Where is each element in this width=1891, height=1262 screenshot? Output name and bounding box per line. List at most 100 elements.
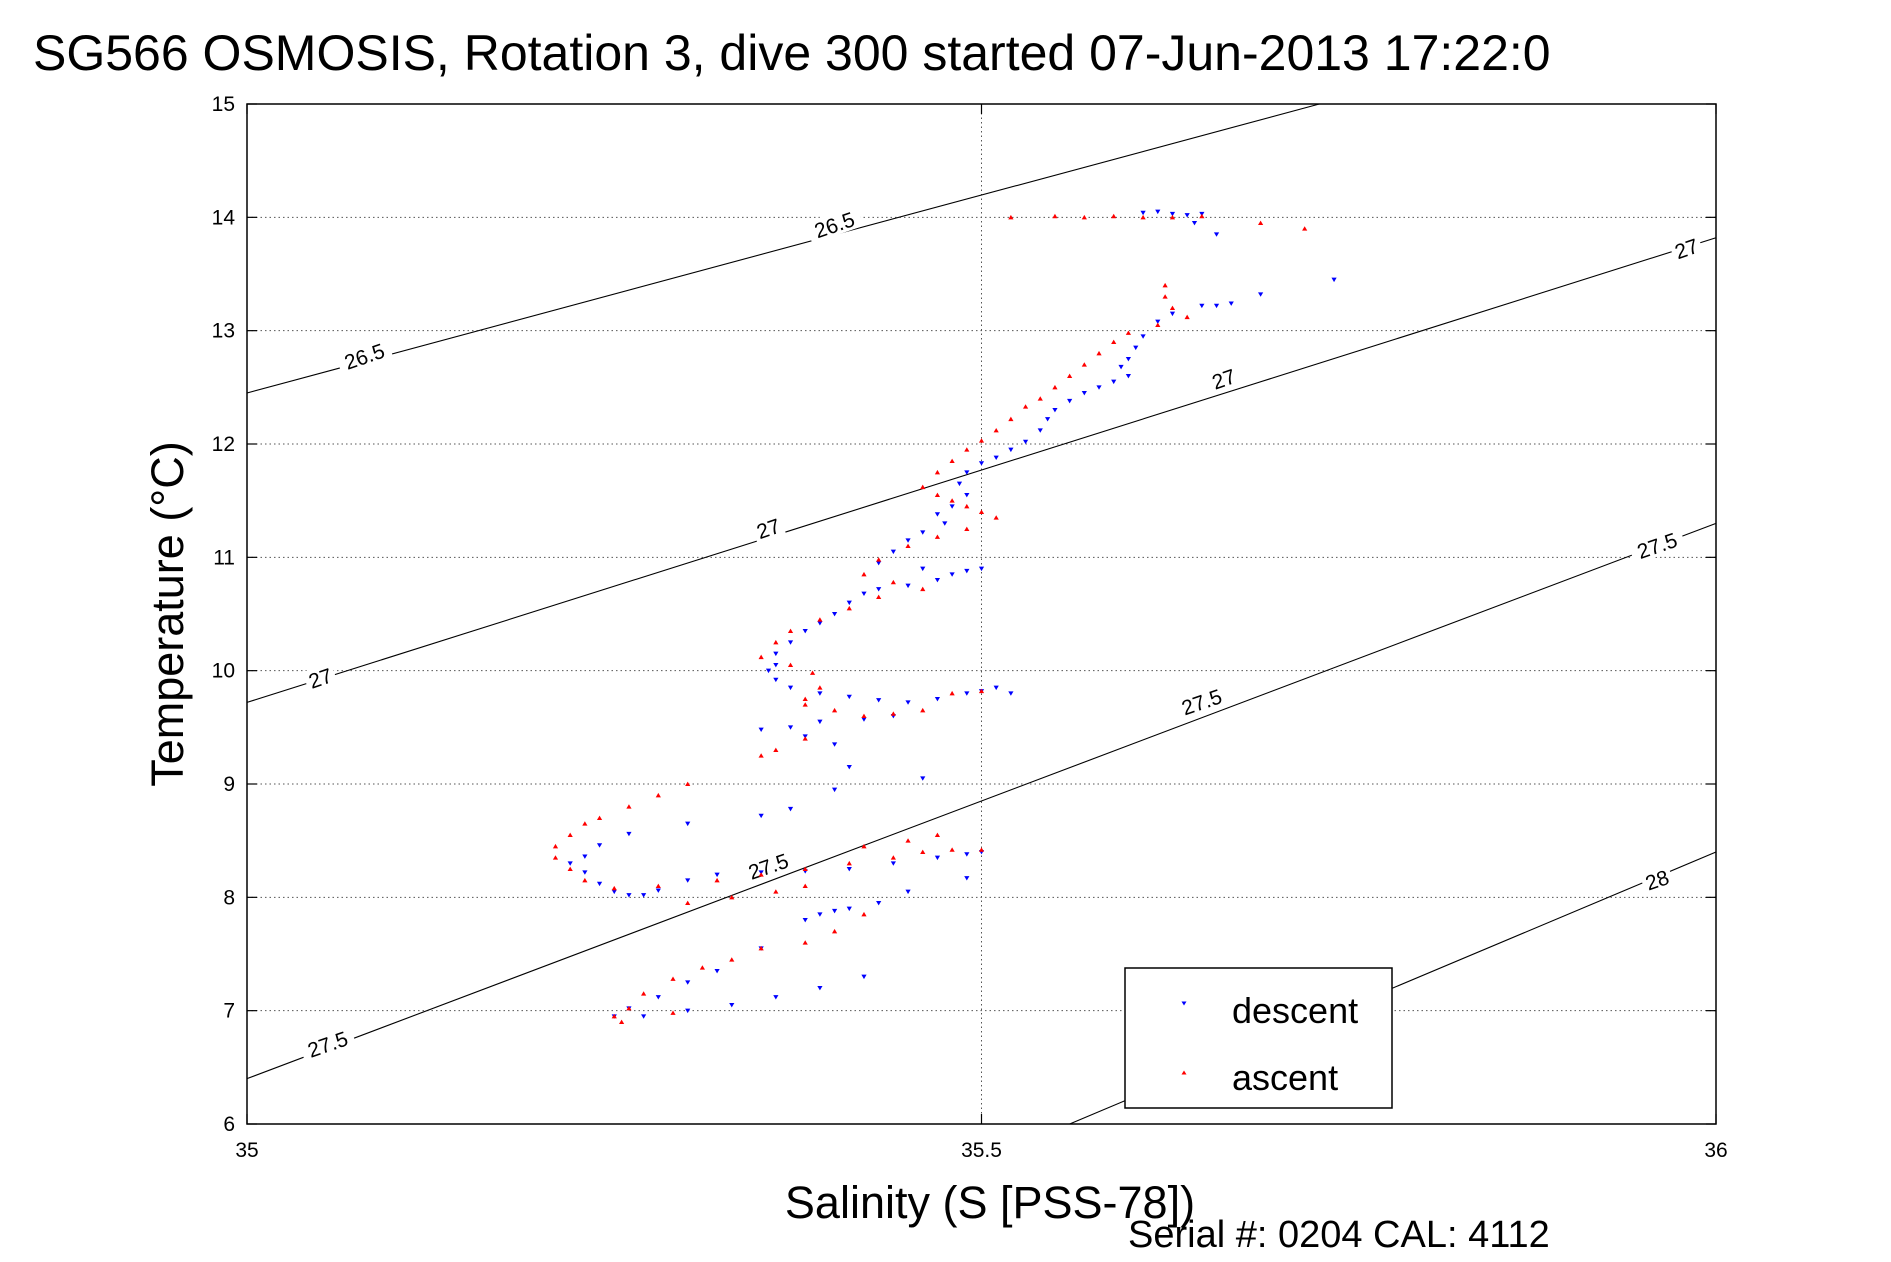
- x-tick-label: 36: [1704, 1139, 1727, 1162]
- descent-point: [596, 881, 603, 887]
- serial-cal-footer: Serial #: 0204 CAL: 4112: [1128, 1214, 1550, 1256]
- contour-label-text: 26.5: [342, 340, 388, 375]
- descent-point: [949, 572, 955, 577]
- descent-point: [1331, 277, 1337, 283]
- ascent-point: [1155, 322, 1161, 327]
- y-tick-label: 10: [212, 660, 235, 683]
- ascent-point: [978, 438, 985, 443]
- ascent-point: [626, 1006, 632, 1011]
- ascent-point: [611, 885, 617, 891]
- descent-point: [626, 831, 632, 837]
- ascent-point: [611, 1013, 617, 1019]
- descent-point: [905, 583, 911, 589]
- ascent-point: [685, 900, 691, 905]
- descent-point: [787, 640, 794, 645]
- descent-point: [934, 697, 941, 702]
- descent-point: [1045, 417, 1051, 422]
- y-tick-label: 14: [212, 206, 236, 229]
- contour-label-bg: [302, 662, 338, 693]
- descent-point: [949, 504, 955, 509]
- legend-descent-marker: [1181, 1001, 1187, 1006]
- ascent-point: [802, 736, 808, 741]
- contour-label: 26.5: [805, 205, 864, 244]
- descent-point: [817, 912, 823, 917]
- descent-point: [626, 893, 632, 898]
- descent-point: [1228, 301, 1234, 306]
- ascent-point: [758, 945, 764, 951]
- descent-point: [817, 719, 823, 725]
- descent-point: [1169, 211, 1176, 217]
- descent-point: [582, 854, 588, 859]
- y-tick-label: 9: [223, 773, 235, 796]
- ascent-point: [846, 605, 852, 611]
- descent-point: [685, 980, 691, 985]
- ascent-point: [934, 832, 941, 837]
- contour-label: 26.5: [335, 336, 394, 375]
- ascent-point: [949, 498, 955, 503]
- ascent-point: [596, 815, 603, 820]
- contour-label-bg: [750, 512, 786, 544]
- contour-label: 27: [1668, 232, 1705, 264]
- contour-label: 27: [302, 662, 338, 694]
- descent-point: [802, 918, 808, 923]
- descent-point: [934, 512, 941, 517]
- descent-point: [641, 893, 647, 898]
- ascent-point: [1111, 339, 1117, 344]
- descent-point: [876, 901, 882, 906]
- descent-point: [832, 787, 838, 793]
- ascent-point: [1140, 214, 1146, 220]
- contour-label: 27.5: [739, 846, 798, 885]
- ascent-series: [552, 213, 1308, 1024]
- ascent-point: [978, 847, 985, 852]
- descent-point: [655, 888, 661, 893]
- descent-point: [787, 725, 794, 730]
- descent-point: [964, 568, 970, 574]
- ascent-point: [626, 804, 632, 809]
- descent-point: [1008, 691, 1014, 696]
- descent-point: [1133, 345, 1139, 351]
- descent-point: [876, 561, 882, 566]
- ascent-point: [876, 594, 882, 599]
- ascent-point: [802, 696, 808, 701]
- descent-point: [846, 694, 852, 700]
- ascent-point: [802, 702, 808, 707]
- ascent-point: [920, 707, 926, 713]
- legend-box: [1124, 967, 1393, 1109]
- descent-point: [846, 600, 852, 606]
- ascent-point: [655, 792, 661, 798]
- descent-point: [1022, 439, 1029, 445]
- ascent-point: [618, 1019, 625, 1024]
- ascent-point: [861, 911, 867, 917]
- contour-label-bg: [805, 205, 864, 244]
- ascent-point: [1067, 373, 1073, 378]
- ascent-point: [978, 509, 985, 514]
- ascent-point: [1052, 384, 1058, 390]
- density-contour-26-5: [246, 103, 1320, 394]
- ascent-point: [1022, 404, 1029, 409]
- descent-point: [758, 727, 764, 732]
- ascent-point: [809, 670, 816, 675]
- descent-point: [1199, 303, 1205, 309]
- descent-point: [817, 621, 823, 626]
- descent-point: [890, 861, 896, 866]
- contour-label: 27: [1205, 363, 1242, 395]
- ascent-point: [934, 492, 941, 497]
- descent-point: [714, 969, 720, 974]
- ascent-point: [861, 713, 867, 718]
- ascent-point: [714, 877, 720, 883]
- ascent-point: [949, 690, 955, 696]
- ascent-point: [978, 688, 985, 694]
- ascent-point: [758, 753, 764, 758]
- descent-point: [1118, 364, 1124, 370]
- ascent-point: [552, 843, 559, 849]
- descent-point: [934, 578, 941, 583]
- descent-point: [773, 677, 779, 683]
- ascent-point: [758, 654, 764, 660]
- x-axis-label: Salinity (S [PSS-78]): [785, 1177, 1195, 1228]
- contour-label-text: 26.5: [812, 208, 858, 243]
- contour-label-bg: [298, 1024, 357, 1063]
- descent-point: [846, 765, 852, 770]
- descent-point: [942, 521, 948, 526]
- descent-point: [1125, 357, 1131, 362]
- descent-point: [1184, 213, 1190, 218]
